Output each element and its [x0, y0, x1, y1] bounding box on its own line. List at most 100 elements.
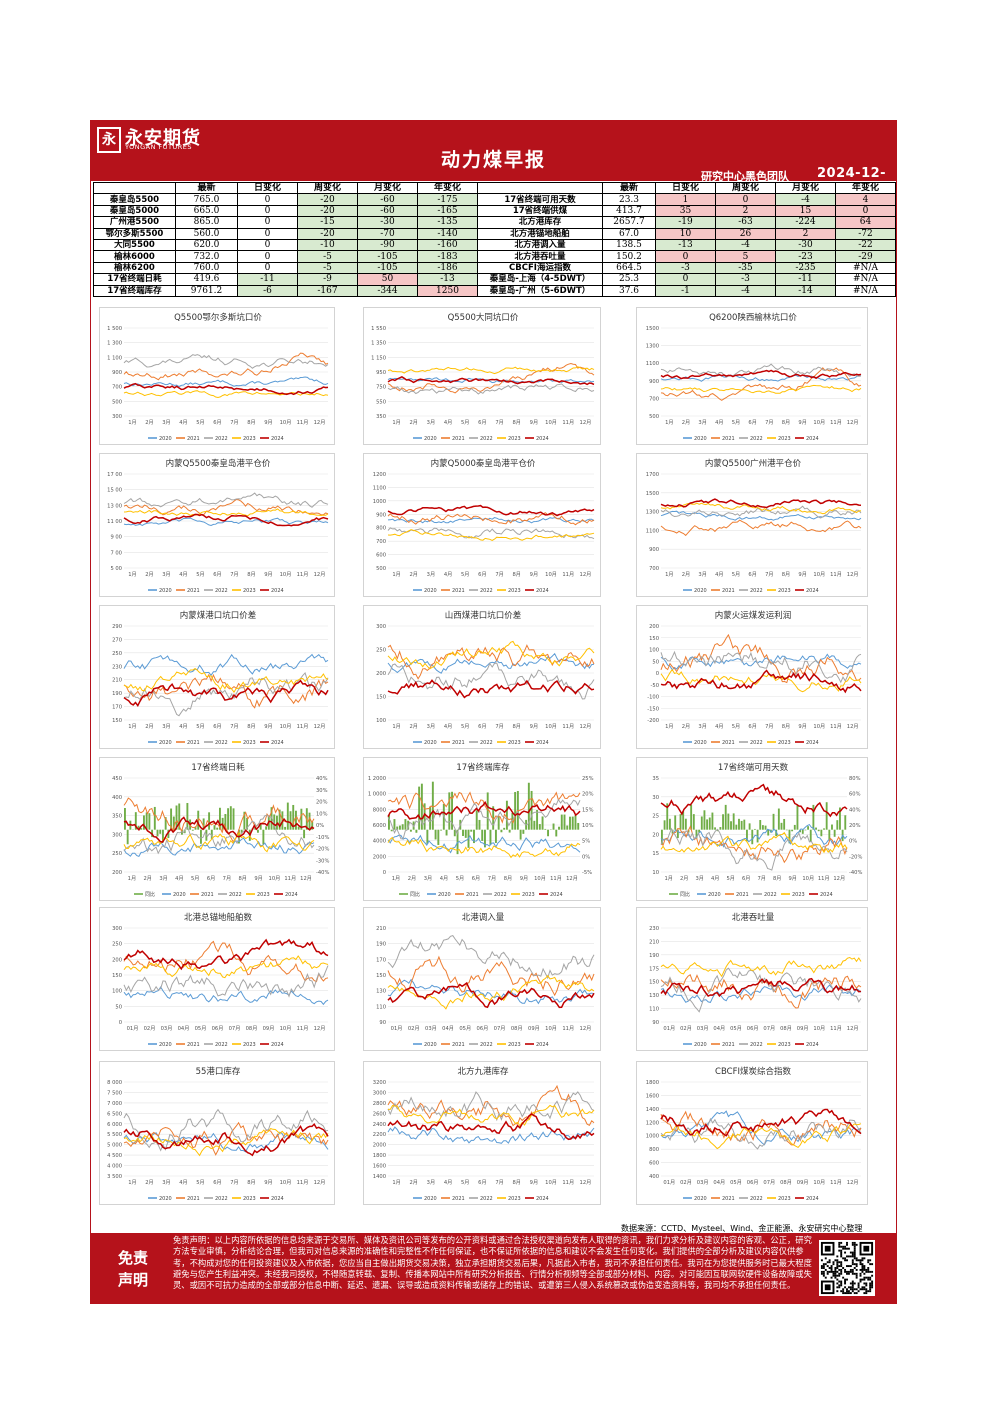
diff-bar — [390, 829, 393, 832]
chart-panel: 北港调入量 210 190 170 150 130 110 90 01月 02月 03月 04月 05月… — [363, 907, 601, 1051]
chart-title: Q5500鄂尔多斯坑口价 — [174, 312, 262, 323]
diff-bar — [780, 822, 783, 830]
diff-bar — [541, 816, 544, 830]
diff-bar — [191, 829, 194, 831]
x-tick-label: 3月 — [427, 723, 436, 730]
diff-bar — [434, 829, 437, 840]
x-tick-label: 7月 — [495, 419, 504, 426]
y-tick-label: 900 — [376, 512, 386, 518]
x-tick-label: 5月 — [732, 571, 741, 578]
table-cell: 15 — [775, 204, 836, 218]
x-tick-label: 10月 — [813, 1179, 825, 1186]
series-line-2023 — [660, 956, 862, 978]
row-label: 广州港5500 — [93, 216, 176, 229]
series-line-2023 — [387, 1104, 595, 1127]
legend-label: 同比 — [680, 891, 690, 898]
diff-bar — [259, 823, 262, 830]
diff-bar — [470, 829, 473, 832]
diff-bar — [481, 829, 484, 841]
diff-bar — [533, 820, 536, 830]
table-cell: -30 — [357, 216, 418, 229]
diff-bar — [759, 820, 762, 830]
chart-title: 17省终端日耗 — [191, 762, 245, 773]
x-tick-label: 9月 — [798, 419, 807, 426]
table-cell: 35 — [655, 204, 716, 218]
legend-label: 2023 — [778, 740, 791, 746]
table-header: 月变化 — [357, 181, 418, 195]
diff-bar — [777, 808, 780, 830]
y-tick-label: 150 — [112, 718, 122, 724]
table-cell: -13 — [655, 238, 716, 252]
table-cell: -20 — [297, 227, 358, 240]
x-tick-label: 8月 — [782, 419, 791, 426]
legend-label: 2024 — [806, 1196, 819, 1202]
chart-svg: Q5500大同坑口价 1 550 1 350 1 150 950 750 550 350 1月 2… — [371, 312, 595, 442]
table-row: 广州港5500 865.0 0 -15 -30 -135 — [93, 216, 478, 229]
y-tick-label: 3000 — [373, 1090, 386, 1096]
table-cell: -105 — [357, 261, 418, 275]
x-tick-label: 10月 — [545, 1179, 557, 1186]
row-label: 17省终端日耗 — [93, 273, 176, 286]
table-cell: 1250 — [417, 284, 478, 297]
x-tick-label: 10月 — [269, 875, 281, 882]
x-tick-label: 12月 — [314, 1025, 326, 1032]
x-tick-label: 05月 — [730, 1025, 742, 1032]
x-tick-label: 7月 — [495, 571, 504, 578]
x-tick-label: 5月 — [461, 723, 470, 730]
table-row: 鄂尔多斯5500 560.0 0 -20 -70 -140 — [93, 227, 478, 240]
diff-bar — [764, 825, 767, 830]
y-tick-label: 900 — [112, 370, 122, 376]
series-line-2020 — [660, 374, 862, 382]
chart-panel: 内蒙Q5000秦皇岛港平仓价 1200 1100 1000 900 800 700 600 50… — [363, 453, 601, 597]
x-tick-label: 01月 — [391, 1025, 403, 1032]
chart-svg: 内蒙火运煤发运利润 200 150 100 50 0 -50 -100 -150 -200 1月 2月… — [647, 610, 862, 746]
series-line-2023 — [123, 831, 315, 853]
x-tick-label: 11月 — [297, 1025, 309, 1032]
x-tick-label: 4月 — [444, 571, 453, 578]
series-line-2024 — [387, 981, 595, 1009]
chart-panel: Q6200陕西榆林坑口价 1500 1300 1100 900 700 500 1月 2月 3月 4… — [636, 307, 868, 445]
diff-bar — [754, 828, 756, 830]
series-line-2023 — [387, 529, 595, 541]
y-tick-label: 7 000 — [107, 1101, 122, 1107]
diff-bar — [270, 807, 273, 830]
table-cell: 2 — [775, 227, 836, 240]
series-line-2023 — [660, 502, 862, 515]
series-line-2020 — [660, 823, 848, 848]
diff-bar — [227, 808, 230, 830]
y-tick-label: 250 — [376, 648, 386, 654]
series-line-2023 — [387, 640, 595, 670]
table-cell: -19 — [655, 216, 716, 229]
legend-label: 2020 — [424, 436, 437, 442]
legend-label: 2021 — [187, 588, 200, 594]
x-tick-label: 4月 — [175, 875, 184, 882]
x-tick-label: 1月 — [665, 419, 674, 426]
y2-tick-label: 20% — [582, 792, 594, 798]
y-tick-label: 300 — [376, 624, 386, 630]
diff-bar — [743, 819, 746, 830]
x-tick-label: 2月 — [410, 419, 419, 426]
x-tick-label: 9月 — [798, 723, 807, 730]
y-tick-label: 1 550 — [371, 326, 386, 332]
table-row: 17省终端可用天数 23.3 1 0 -4 4 — [477, 193, 896, 206]
diff-bar — [569, 816, 571, 830]
series-line-2024 — [660, 369, 862, 380]
x-tick-label: 11月 — [562, 571, 574, 578]
series-line-2023 — [660, 384, 862, 394]
series-line-2024 — [660, 1108, 862, 1137]
y-tick-label: 150 — [649, 636, 659, 642]
chart-title: 55港口库存 — [196, 1066, 241, 1077]
x-tick-label: 1月 — [392, 571, 401, 578]
diff-bar — [202, 818, 205, 830]
legend-label: 同比 — [145, 891, 155, 898]
legend-label: 2022 — [750, 1042, 763, 1048]
legend-label: 2020 — [694, 1196, 707, 1202]
table-cell: #N/A — [835, 284, 896, 297]
legend-label: 2022 — [480, 1196, 493, 1202]
table-row: 17省终端库存 9761.2 -6 -167 -344 1250 — [93, 284, 478, 297]
y2-tick-label: 0% — [849, 839, 857, 845]
row-label: 榆林6200 — [93, 261, 176, 275]
y-tick-label: 1 300 — [107, 341, 122, 347]
x-tick-label: 03月 — [697, 1025, 709, 1032]
x-tick-label: 12月 — [847, 1025, 859, 1032]
